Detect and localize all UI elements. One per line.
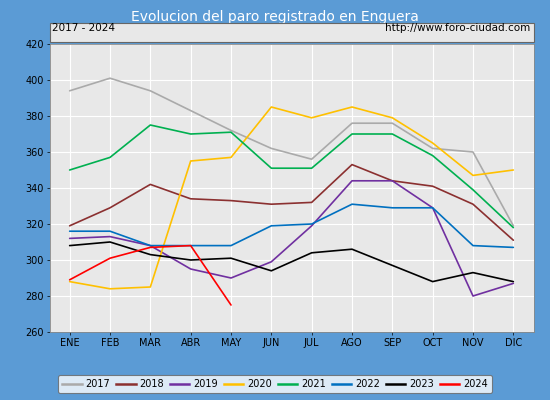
Text: http://www.foro-ciudad.com: http://www.foro-ciudad.com bbox=[386, 22, 531, 32]
Text: Evolucion del paro registrado en Enguera: Evolucion del paro registrado en Enguera bbox=[131, 10, 419, 24]
Legend: 2017, 2018, 2019, 2020, 2021, 2022, 2023, 2024: 2017, 2018, 2019, 2020, 2021, 2022, 2023… bbox=[58, 375, 492, 393]
Text: 2017 - 2024: 2017 - 2024 bbox=[52, 22, 116, 32]
